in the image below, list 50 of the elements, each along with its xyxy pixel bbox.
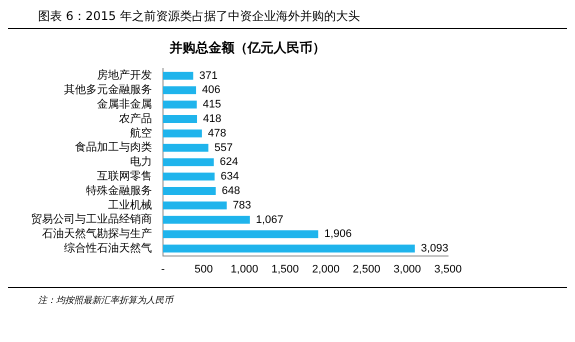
x-tick-label: 1,500: [271, 263, 299, 276]
bar: [163, 201, 227, 210]
data-label: 418: [203, 113, 222, 126]
y-tick-label: 石油天然气勘探与生产: [42, 227, 152, 240]
y-tick-label: 食品加工与肉类: [75, 140, 152, 154]
bar: [163, 216, 250, 224]
data-label: 1,067: [256, 214, 284, 226]
y-tick-label: 金属非金属: [97, 97, 152, 110]
chart-title: 图表 6：2015 年之前资源类占据了中资企业海外并购的大头: [8, 8, 567, 29]
bar: [163, 158, 214, 166]
x-tick-label: -: [161, 263, 166, 276]
x-tick-label: 2,000: [312, 263, 340, 276]
data-label: 3,093: [420, 242, 448, 255]
y-tick-label: 航空: [130, 126, 152, 140]
y-tick-label: 工业机械: [108, 198, 152, 212]
bar: [163, 129, 202, 138]
data-label: 648: [222, 185, 240, 198]
bar: [163, 187, 216, 195]
y-tick-label: 互联网零售: [97, 169, 152, 182]
data-label: 1,906: [324, 228, 352, 240]
bar: [163, 144, 208, 152]
y-tick-label: 农产品: [119, 112, 152, 125]
bar: [163, 172, 215, 181]
x-tick-label: 3,500: [434, 263, 462, 276]
x-tick-label: 2,500: [352, 263, 380, 276]
data-label: 406: [202, 84, 220, 96]
bar: [163, 115, 198, 123]
x-tick-label: 1,000: [230, 263, 258, 276]
bar: [163, 100, 197, 109]
y-tick-label: 电力: [130, 155, 152, 168]
x-tick-label: 500: [194, 263, 213, 276]
bar: [163, 244, 415, 253]
y-tick-label: 综合性石油天然气: [64, 241, 152, 254]
bar: [163, 230, 318, 238]
x-tick-label: 3,000: [394, 263, 422, 276]
y-tick-label: 特殊金融服务: [86, 184, 152, 197]
data-label: 624: [220, 156, 238, 168]
bar: [163, 72, 194, 80]
data-label: 371: [199, 70, 218, 82]
text: 注：均按照最新汇率折算为人民币: [38, 294, 176, 307]
data-label: 415: [202, 98, 222, 111]
bar: [163, 86, 196, 94]
data-label: 557: [214, 142, 233, 154]
data-label: 634: [220, 170, 239, 183]
data-label: 783: [232, 199, 252, 212]
y-tick-label: 房地产开发: [97, 68, 152, 82]
chart-subtitle: 并购总金额（亿元人民币）: [168, 40, 326, 57]
y-tick-label: 贸易公司与工业品经销商: [31, 212, 152, 226]
y-tick-label: 其他多元金融服务: [64, 83, 152, 96]
data-label: 478: [208, 127, 226, 140]
